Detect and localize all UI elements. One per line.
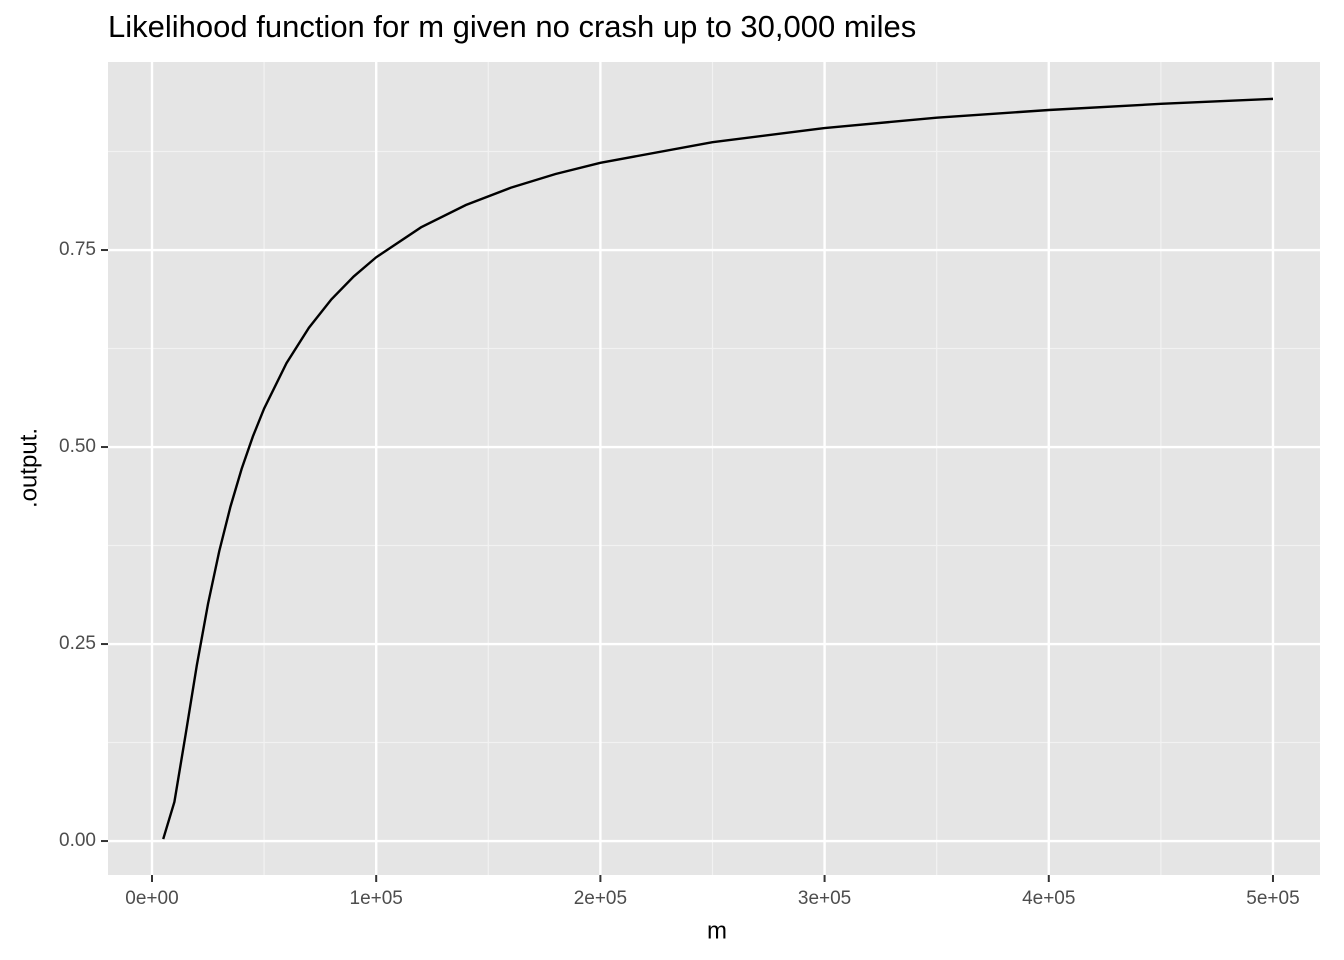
x-tick-label: 1e+05 — [350, 888, 403, 909]
x-tick-label: 2e+05 — [574, 888, 627, 909]
chart-title: Likelihood function for m given no crash… — [108, 9, 916, 44]
y-tick-label: 0.00 — [59, 830, 96, 851]
y-axis-label: .output. — [15, 428, 42, 508]
line — [162, 97, 1274, 840]
y-tick-label: 0.25 — [59, 633, 96, 654]
panel — [108, 62, 1320, 875]
x-axis-label: m — [707, 917, 727, 944]
x-tick-label: 3e+05 — [798, 888, 851, 909]
x-tick-label: 5e+05 — [1246, 888, 1299, 909]
x-tick-label: 4e+05 — [1022, 888, 1075, 909]
y-tick-label: 0.50 — [59, 436, 96, 457]
y-tick-label: 0.75 — [59, 239, 96, 260]
x-tick-label: 0e+00 — [125, 888, 178, 909]
